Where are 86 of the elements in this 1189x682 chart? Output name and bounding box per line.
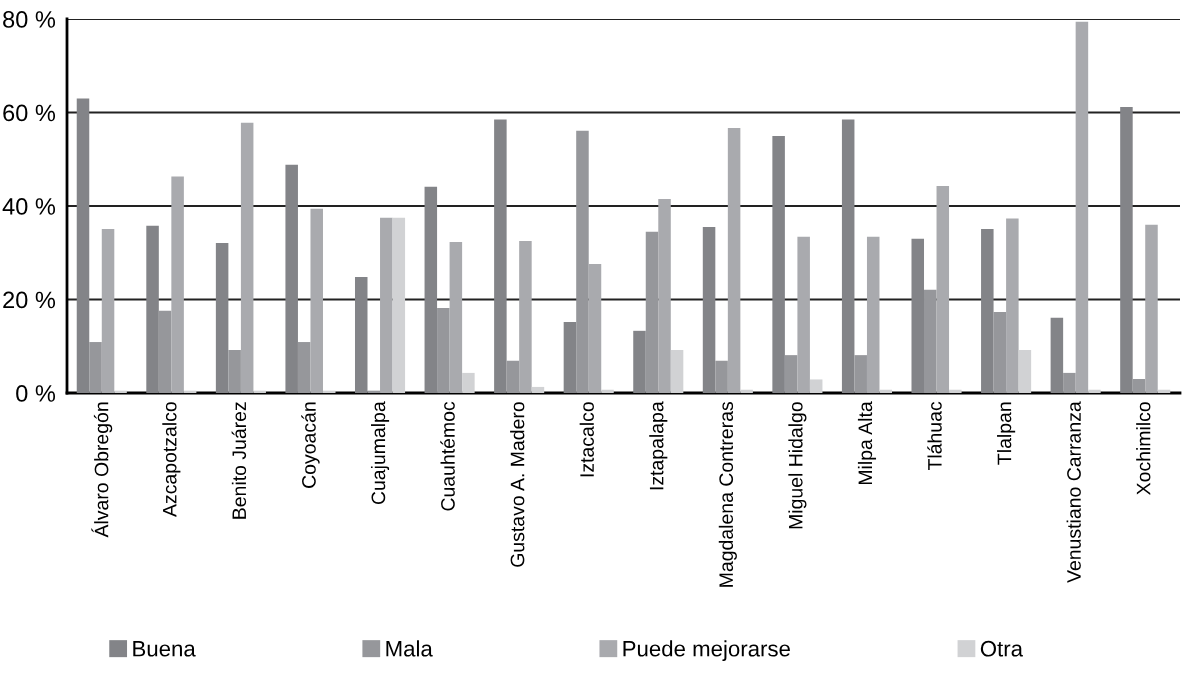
bar bbox=[854, 355, 867, 393]
legend-label: Otra bbox=[980, 640, 1023, 657]
bar bbox=[89, 342, 102, 393]
bar bbox=[240, 122, 254, 393]
bar bbox=[310, 208, 323, 393]
x-tick-label: Coyoacán bbox=[301, 402, 320, 488]
bar bbox=[531, 386, 545, 393]
x-tick-label: Cuauhtémoc bbox=[440, 401, 455, 511]
bar bbox=[715, 360, 728, 393]
bar bbox=[171, 176, 184, 393]
bar bbox=[841, 119, 855, 393]
bar bbox=[449, 242, 463, 393]
bar bbox=[809, 379, 823, 393]
bar bbox=[633, 330, 646, 393]
y-tick-label: 40 % bbox=[2, 198, 56, 215]
bar bbox=[392, 217, 406, 393]
bar bbox=[993, 312, 1007, 393]
bar bbox=[297, 342, 311, 393]
x-tick-label: Azcapotzalco bbox=[162, 402, 181, 517]
bar bbox=[146, 225, 159, 393]
bar bbox=[949, 389, 962, 393]
bar bbox=[285, 164, 298, 393]
bar bbox=[354, 277, 368, 393]
bar bbox=[1145, 224, 1158, 393]
bar bbox=[1018, 349, 1032, 393]
x-tick-label: Tláhuac bbox=[927, 401, 942, 471]
bar bbox=[253, 390, 266, 393]
bar bbox=[1088, 389, 1101, 393]
bar bbox=[158, 310, 172, 393]
bar bbox=[772, 135, 785, 393]
bar bbox=[601, 389, 614, 393]
bar bbox=[936, 185, 950, 393]
x-tick-label: Álvaro Obregón bbox=[91, 402, 113, 538]
x-tick-label: Xochimilco bbox=[1136, 402, 1151, 495]
bar bbox=[911, 238, 925, 393]
bar bbox=[797, 236, 810, 393]
bar bbox=[1132, 378, 1146, 393]
bar bbox=[114, 390, 127, 393]
bar bbox=[437, 307, 450, 393]
bar bbox=[1063, 372, 1076, 393]
bar bbox=[519, 241, 532, 393]
bar bbox=[494, 119, 507, 393]
x-tick-label: Venustiano Carranza bbox=[1066, 401, 1081, 583]
x-tick-label: Iztapalapa bbox=[649, 401, 668, 490]
bar bbox=[727, 127, 741, 393]
bar bbox=[924, 289, 937, 393]
bar bbox=[1006, 218, 1019, 393]
bar bbox=[658, 198, 671, 393]
legend-label: Puede mejorarse bbox=[623, 640, 790, 661]
bar bbox=[1050, 317, 1064, 393]
legend-label: Mala bbox=[386, 640, 433, 657]
x-tick-label: Iztacalco bbox=[579, 402, 594, 477]
bar bbox=[670, 349, 684, 393]
bar bbox=[1120, 106, 1133, 393]
x-tick-label: Magdalena Contreras bbox=[718, 402, 737, 587]
bar bbox=[424, 186, 438, 393]
bar bbox=[702, 227, 716, 393]
bar bbox=[1075, 21, 1089, 393]
bar bbox=[228, 349, 241, 393]
bar bbox=[576, 130, 589, 393]
bar bbox=[462, 372, 475, 393]
bar bbox=[588, 263, 602, 393]
bar bbox=[322, 390, 336, 393]
bar bbox=[784, 355, 798, 393]
bar bbox=[879, 389, 893, 393]
bar bbox=[563, 321, 577, 393]
bar bbox=[76, 98, 90, 393]
bar bbox=[101, 228, 115, 393]
bar bbox=[740, 389, 753, 393]
x-tick-label: Benito Juárez bbox=[231, 402, 247, 519]
bar bbox=[981, 228, 994, 393]
bar bbox=[380, 217, 393, 393]
y-tick-label: 80 % bbox=[3, 11, 56, 28]
x-tick-label: Miguel Hidalgo bbox=[788, 402, 807, 529]
y-tick-label: 0 % bbox=[16, 385, 56, 402]
legend-label: Buena bbox=[133, 641, 196, 657]
x-tick-label: Milpa Alta bbox=[857, 401, 877, 485]
x-tick-label: Tlalpan bbox=[997, 402, 1016, 465]
y-tick-label: 20 % bbox=[3, 291, 56, 309]
y-tick-label: 60 % bbox=[3, 104, 56, 122]
bar bbox=[866, 236, 880, 393]
bar bbox=[645, 231, 659, 393]
bar bbox=[215, 242, 229, 393]
bar bbox=[506, 360, 520, 393]
x-tick-label: Cuajumalpa bbox=[370, 401, 390, 505]
x-tick-label: Gustavo A. Madero bbox=[510, 402, 525, 567]
